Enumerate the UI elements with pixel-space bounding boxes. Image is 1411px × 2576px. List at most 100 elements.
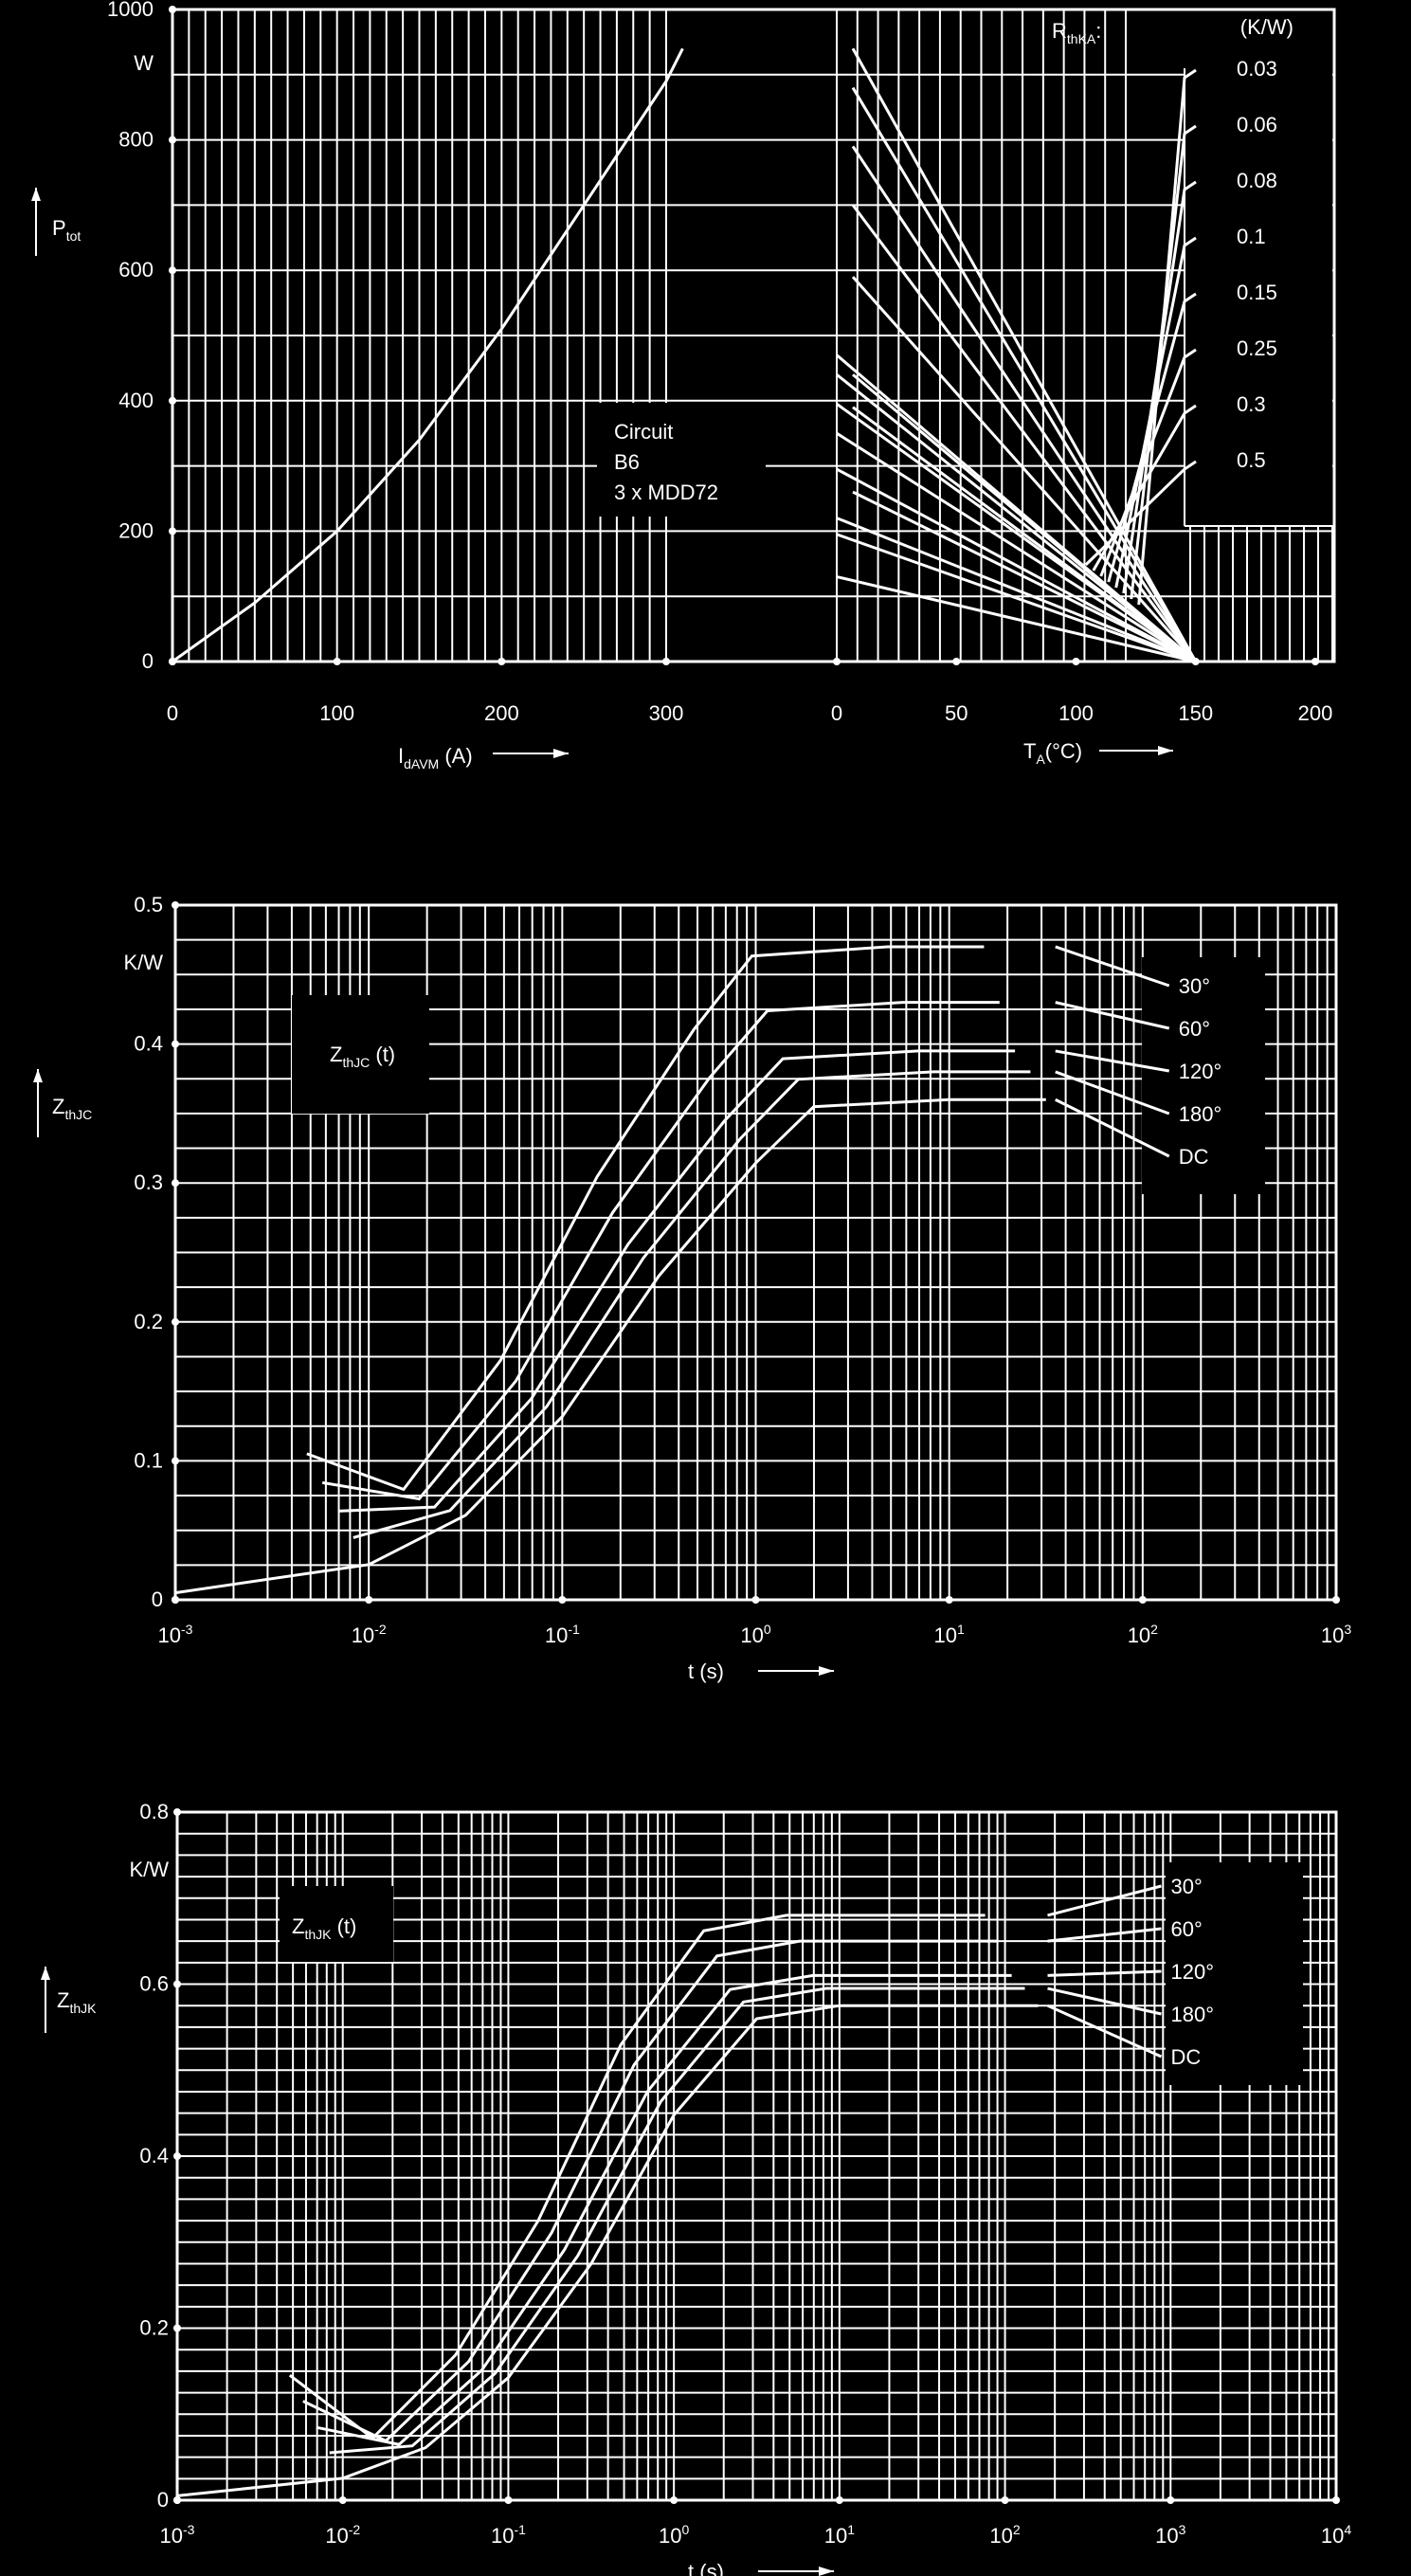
p3-ytick-dot <box>173 1808 181 1816</box>
p1-annot-bg <box>597 403 766 517</box>
p1-xtick-dot-right <box>833 658 841 665</box>
zthjc-chart: 0 0.1 0.2 0.3 0.4 0.5 K/W 10-3 10-2 10-1 100 101 102… <box>33 893 1351 1683</box>
p1-rthka-line-rise <box>1130 124 1197 600</box>
p1-xtick-label-left: 200 <box>484 701 519 725</box>
p1-rthka-line-left <box>836 533 1197 663</box>
p2-series-1 <box>306 945 985 1492</box>
p3-ytick-label: 0.8 <box>139 1800 169 1823</box>
p2-ytick-dot <box>172 1040 179 1048</box>
p1-rthka-line-steep <box>852 406 1197 663</box>
p2-xtick-dot <box>751 1596 760 1604</box>
p1-rthka-line-left <box>836 373 1197 663</box>
p1-legend-entry: 0.06 <box>1237 113 1277 136</box>
p2-xtick-dot <box>1332 1596 1340 1604</box>
p3-y-arrow-head <box>41 1967 50 1980</box>
p3-series-4 <box>329 1986 1025 2455</box>
p3-xtick-label: 103 <box>1155 2522 1185 2548</box>
p1-legend-entry: 0.08 <box>1237 169 1277 192</box>
p1-rthka-line-rise <box>1092 404 1197 571</box>
p1-ytick-dot <box>169 6 176 13</box>
p1-x-arrow-left-head <box>553 749 569 758</box>
p3-xtick-label: 10-2 <box>325 2522 360 2548</box>
p2-xtick-label: 100 <box>740 1622 770 1647</box>
p1-x-arrow-right-head <box>1158 746 1173 755</box>
p2-legend-entry: 30° <box>1179 974 1210 998</box>
p1-rthka-line-left <box>836 517 1197 663</box>
p2-x-arrow-head <box>819 1666 834 1676</box>
p1-rthka-line-steep <box>851 204 1197 662</box>
p2-label-box <box>1142 957 1265 1194</box>
p3-xtick-label: 100 <box>659 2522 689 2548</box>
p3-series-leader <box>1047 1884 1162 1917</box>
p1-rthka-line-steep <box>851 276 1197 662</box>
p3-legend-entry: 30° <box>1171 1875 1203 1898</box>
p1-legend-unit: (K/W) <box>1240 15 1293 39</box>
p1-xtick-dot <box>662 658 670 665</box>
p1-rthka-line-steep <box>851 86 1198 662</box>
p1-legend-entry: 0.25 <box>1237 336 1277 360</box>
p3-x-arrow-head <box>819 2567 834 2576</box>
p3-legend-entry: 180° <box>1171 2003 1215 2026</box>
p1-legend-bg <box>1185 68 1332 523</box>
p3-xtick-label: 104 <box>1321 2522 1351 2548</box>
p1-rthka-line-left <box>836 467 1197 663</box>
p1-xtick-label-right: 50 <box>945 701 968 725</box>
p1-rthka-line-rise <box>1099 348 1197 577</box>
p2-xtick-dot <box>172 1596 179 1604</box>
p3-series-leader <box>1046 2004 1163 2059</box>
p3-title: ZthJK (t) <box>292 1914 356 1942</box>
p3-xtick-label: 10-1 <box>491 2522 526 2548</box>
p1-x-label-right: TA(°C) <box>1023 739 1082 767</box>
p2-series-leader <box>1055 1070 1170 1116</box>
p1-y-unit: W <box>134 51 154 75</box>
p2-ytick-label: 0.4 <box>134 1032 163 1056</box>
p1-rthka-line-steep <box>851 47 1198 662</box>
p1-xtick-label-left: 300 <box>649 701 684 725</box>
p1-ytick-label: 600 <box>118 258 154 281</box>
p2-ytick-dot <box>172 1179 179 1188</box>
p2-xtick-label: 103 <box>1321 1622 1351 1647</box>
p2-xtick-label: 102 <box>1128 1622 1158 1647</box>
p1-xtick-dot-right <box>1312 658 1319 665</box>
p1-rthka-line-steep <box>851 145 1197 662</box>
zthjk-chart: 0 0.2 0.4 0.6 0.8 K/W 10-3 10-2 10-1 100 101 102 103… <box>41 1800 1351 2576</box>
p3-series-2 <box>302 1939 999 2443</box>
p2-legend-entry: 60° <box>1179 1017 1210 1041</box>
p3-xtick-dot <box>338 2496 347 2504</box>
p3-ytick-label: 0 <box>157 2488 169 2512</box>
p2-series-leader <box>1055 1098 1170 1158</box>
p1-xtick-dot-right <box>952 658 961 665</box>
p1-annotation-line: 3 x MDD72 <box>614 481 718 504</box>
p1-ytick-label: 800 <box>118 128 154 152</box>
p1-rthka-line-rise <box>1137 68 1197 606</box>
p1-ptot-curve <box>172 47 684 663</box>
p1-ytick-dot <box>169 527 176 535</box>
p2-xtick-label: 10-1 <box>545 1622 580 1647</box>
p1-annotation-line: B6 <box>614 450 640 474</box>
p1-legend-entry: 0.15 <box>1237 281 1277 304</box>
p2-series-3 <box>337 1049 1016 1513</box>
p2-ytick-label: 0.5 <box>134 893 163 916</box>
p3-y-label: ZthJK <box>57 1988 97 2016</box>
p2-y-arrow-head <box>33 1069 43 1082</box>
p2-xtick-label: 101 <box>934 1622 965 1647</box>
p1-xtick-label-left: 0 <box>167 701 178 725</box>
p1-y-arrow-head <box>31 188 41 201</box>
p2-series-leader <box>1055 945 1170 988</box>
p3-xtick-dot <box>1167 2496 1175 2504</box>
p2-xtick-dot <box>945 1596 953 1604</box>
p1-rthka-line-left <box>836 431 1197 663</box>
p3-label-box <box>280 1886 393 1962</box>
p1-legend-entry: 0.3 <box>1237 392 1266 416</box>
p3-ytick-label: 0.2 <box>139 2316 169 2340</box>
p2-ytick-label: 0 <box>152 1587 163 1611</box>
p3-legend-entry: 60° <box>1171 1917 1203 1941</box>
p2-series-4 <box>353 1070 1031 1539</box>
p3-series-1 <box>288 1914 986 2440</box>
p2-xtick-dot <box>1138 1596 1147 1604</box>
p2-ytick-label: 0.3 <box>134 1170 163 1194</box>
p2-series-2 <box>321 1001 1000 1501</box>
p1-ytick-dot <box>169 136 176 144</box>
